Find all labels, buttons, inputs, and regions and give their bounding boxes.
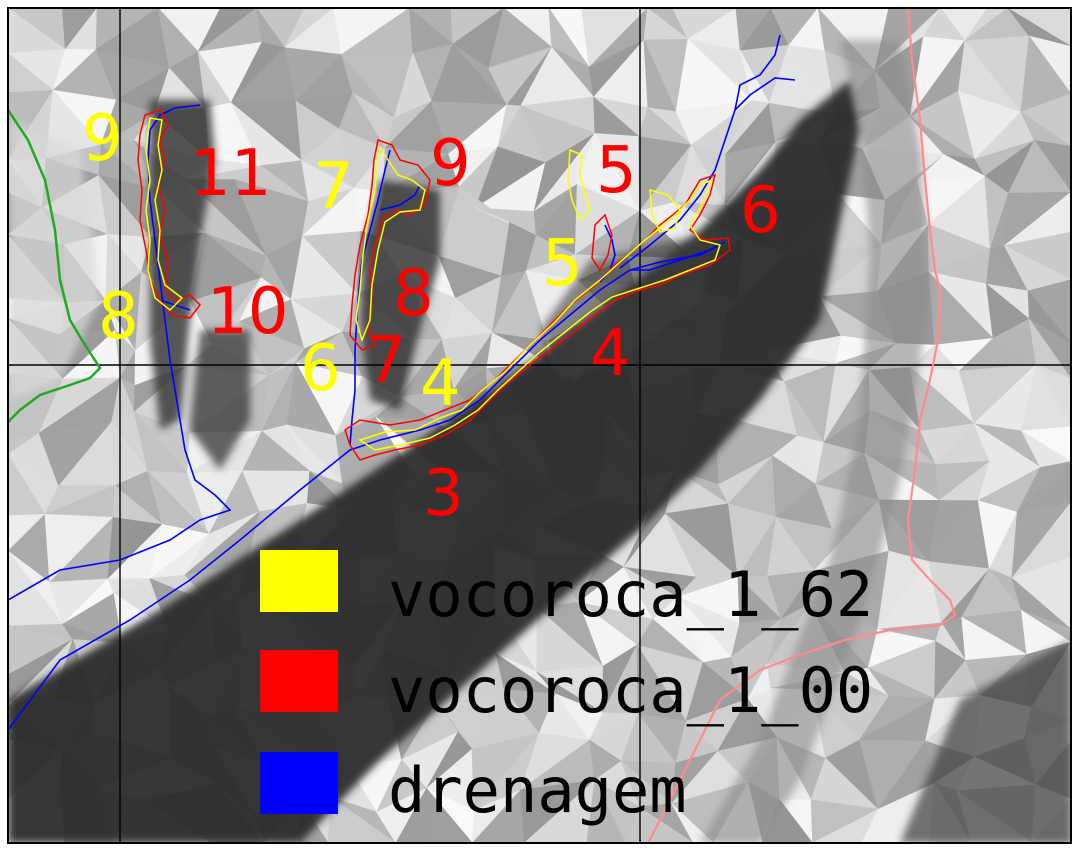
terrain-facet — [586, 779, 626, 843]
terrain-upper-left-light — [10, 120, 100, 400]
yellow-gully-main — [358, 178, 721, 451]
yellow-gully-west — [145, 117, 184, 312]
gully-mid-valley — [360, 180, 440, 410]
map-border — [7, 7, 1072, 844]
label-yellow-9: 9 — [82, 102, 123, 176]
pink-boundary-line — [647, 8, 957, 843]
label-yellow-4: 4 — [420, 347, 461, 421]
legend-label-drenagem: drenagem — [388, 754, 687, 827]
yellow-gully-east-upper — [567, 148, 591, 222]
drenagem-layer — [8, 34, 796, 731]
legend: vocoroca_1_62 vocoroca_1_00 drenagem — [260, 550, 873, 827]
red-gully-mid — [349, 139, 431, 351]
legend-label-vocoroca-1-62: vocoroca_1_62 — [388, 558, 873, 631]
label-red-4: 4 — [590, 317, 631, 391]
gully-west-valley — [150, 100, 215, 430]
label-red-11: 11 — [190, 137, 271, 211]
gully-east-valley — [540, 230, 720, 380]
drainage-east-branch — [619, 34, 781, 269]
legend-swatch-vocoroca-1-00 — [260, 650, 338, 712]
legend-swatch-vocoroca-1-62 — [260, 550, 338, 612]
drainage-west-branch — [8, 104, 232, 601]
label-yellow-6: 6 — [300, 332, 341, 406]
terrain-facet — [671, 803, 714, 843]
red-gully-east-upper — [591, 213, 613, 272]
terrain-facet — [327, 796, 397, 843]
green-boundary-line — [8, 109, 102, 423]
drainage-mid-branch-right — [379, 184, 421, 211]
label-yellow-7: 7 — [313, 150, 354, 224]
label-red-5: 5 — [596, 134, 637, 208]
legend-swatch-drenagem — [260, 752, 338, 814]
yellow-gully-mid — [355, 146, 426, 343]
drainage-mid-branch — [349, 149, 391, 446]
label-red-9: 9 — [430, 127, 471, 201]
valley-main — [8, 80, 860, 843]
label-red-10: 10 — [207, 275, 288, 349]
label-red-8: 8 — [393, 257, 434, 331]
vocoroca-1-62-layer — [145, 117, 721, 451]
escarpment-east — [700, 40, 930, 843]
label-red-3: 3 — [423, 457, 464, 531]
label-yellow-8: 8 — [98, 280, 139, 354]
label-yellow-5: 5 — [542, 227, 583, 301]
yellow-gully-east-right — [649, 188, 681, 233]
terrain-facet — [624, 806, 694, 843]
terrain-facet — [426, 787, 473, 843]
label-red-7: 7 — [366, 324, 407, 398]
label-red-6: 6 — [740, 174, 781, 248]
terrain-bottom-right — [900, 640, 1071, 843]
gully-labels: 9 7 8 6 5 4 11 9 5 6 10 8 7 4 3 — [82, 102, 781, 531]
drainage-east-spur — [734, 77, 796, 111]
drainage-east-branch-3 — [630, 241, 726, 271]
legend-label-vocoroca-1-00: vocoroca_1_00 — [388, 654, 873, 727]
red-gully-west — [137, 109, 201, 319]
map-grid — [8, 8, 1071, 843]
